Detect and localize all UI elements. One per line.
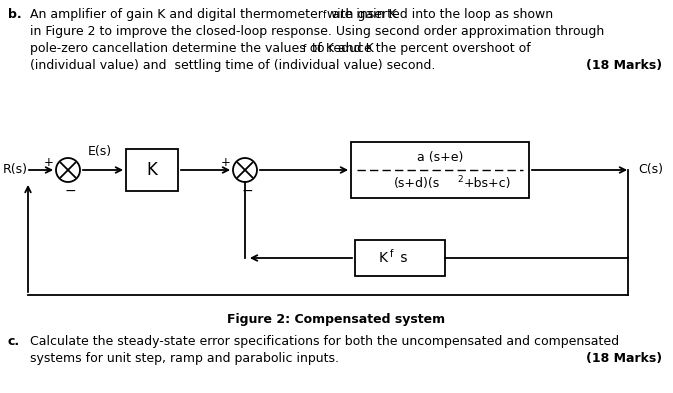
Text: K: K [379,251,388,265]
Text: systems for unit step, ramp and parabolic inputs.: systems for unit step, ramp and paraboli… [30,352,339,365]
Text: −: − [64,184,76,198]
Text: f: f [323,10,326,20]
Text: pole-zero cancellation determine the values of K and K: pole-zero cancellation determine the val… [30,42,374,55]
Text: K: K [147,161,157,179]
Text: +: + [44,156,54,169]
Text: b.: b. [8,8,22,21]
Text: +: + [221,156,231,169]
Text: Figure 2: Compensated system: Figure 2: Compensated system [227,313,446,326]
Text: +bs+c): +bs+c) [464,178,511,191]
Text: C(s): C(s) [638,163,663,176]
Text: 2: 2 [458,174,464,184]
Text: E(s): E(s) [88,145,112,158]
Text: a (s+e): a (s+e) [417,151,463,163]
Text: (18 Marks): (18 Marks) [586,59,662,72]
Text: s: s [396,251,407,265]
Text: An amplifier of gain K and digital thermometer with gain K: An amplifier of gain K and digital therm… [30,8,396,21]
Text: f: f [303,44,306,54]
Text: (s+d)(s: (s+d)(s [394,178,440,191]
Bar [126,149,178,191]
Text: are inserted into the loop as shown: are inserted into the loop as shown [328,8,553,21]
Text: in Figure 2 to improve the closed-loop response. Using second order approximatio: in Figure 2 to improve the closed-loop r… [30,25,604,38]
Text: (18 Marks): (18 Marks) [586,352,662,365]
Bar [355,240,445,276]
Text: Calculate the steady-state error specifications for both the uncompensated and c: Calculate the steady-state error specifi… [30,335,619,348]
Text: c.: c. [8,335,20,348]
Text: (individual value) and  settling time of (individual value) second.: (individual value) and settling time of … [30,59,435,72]
Text: to reduce the percent overshoot of: to reduce the percent overshoot of [308,42,530,55]
Bar [351,142,529,198]
Text: f: f [390,249,394,259]
Text: −: − [241,184,253,198]
Text: R(s): R(s) [3,163,28,176]
